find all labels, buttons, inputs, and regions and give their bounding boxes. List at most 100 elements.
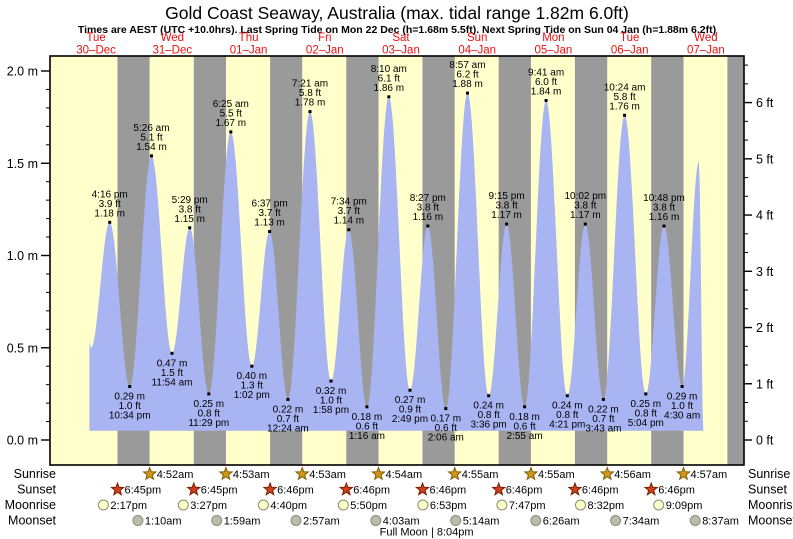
low-tide-label: 0.29 m (114, 392, 145, 403)
high-tide-label: 1.17 m (570, 210, 601, 221)
moonrise-time: 4:40pm (270, 500, 307, 512)
sunset-time: 6:46pm (353, 485, 390, 497)
tide-extreme-dot (188, 226, 192, 230)
moonrise-time: 3:27pm (190, 500, 227, 512)
moonset-circle-icon (610, 515, 622, 526)
moonrise-circle-icon (653, 499, 665, 511)
tide-extreme-dot (250, 364, 254, 368)
moonrise-circle-icon (257, 499, 269, 511)
low-tide-label: 0.40 m (237, 371, 268, 382)
right-axis-tick-label: 0 ft (756, 434, 774, 448)
low-tide-label: 0.27 m (395, 395, 426, 406)
low-tide-label: 1.0 ft (119, 401, 141, 412)
astro-row-label-left: Moonrise (5, 498, 56, 512)
low-tide-label: 0.6 ft (435, 423, 457, 434)
day-name: Sun (467, 32, 487, 44)
high-tide-label: 1.84 m (531, 87, 562, 98)
low-tide-label: 2:55 am (507, 431, 543, 442)
moonset-time: 7:34am (623, 516, 660, 528)
low-tide-label: 3:36 pm (471, 420, 507, 431)
tide-extreme-dot (544, 99, 548, 102)
tide-extreme-dot (444, 407, 448, 411)
low-tide-label: 1.0 ft (671, 401, 693, 412)
high-tide-label: 10:48 pm (643, 193, 685, 204)
high-tide-label: 5.8 ft (613, 92, 635, 103)
high-tide-label: 1.88 m (452, 79, 483, 90)
right-axis-tick-label: 6 ft (756, 96, 774, 110)
moonset-time: 4:03am (383, 516, 420, 528)
low-tide-label: 0.47 m (157, 358, 188, 369)
moonrise-circle-icon (417, 499, 429, 511)
high-tide-label: 3.7 ft (338, 206, 360, 217)
low-tide-label: 0.18 m (352, 412, 383, 423)
low-tide-label: 0.22 m (588, 404, 619, 415)
high-tide-label: 6.1 ft (378, 73, 400, 84)
day-date: 05–Jan (535, 45, 573, 57)
low-tide-label: 1.3 ft (241, 381, 263, 392)
sunset-star-icon (491, 481, 507, 496)
low-tide-label: 0.8 ft (635, 408, 657, 419)
moonset-time: 1:59am (224, 516, 261, 528)
astro-row-label-left: Sunset (17, 483, 56, 497)
low-tide-label: 3:43 am (585, 423, 621, 434)
moonset-circle-icon (450, 515, 462, 526)
high-tide-label: 1.14 m (334, 216, 365, 227)
sunrise-time: 4:53am (233, 469, 270, 481)
tide-extreme-dot (128, 385, 132, 388)
tide-extreme-dot (387, 95, 391, 99)
low-tide-label: 5:04 pm (628, 418, 664, 429)
moonset-circle-icon (689, 515, 701, 526)
high-tide-label: 6.2 ft (456, 70, 478, 81)
sunset-star-icon (110, 481, 125, 496)
low-tide-label: 0.8 ft (198, 408, 220, 419)
tide-extreme-dot (286, 397, 290, 401)
tide-extreme-dot (268, 230, 272, 233)
sunset-star-icon (262, 481, 278, 496)
moonrise-time: 5:50pm (350, 500, 387, 512)
sunrise-star-icon (218, 466, 234, 481)
sunset-time: 6:45pm (125, 485, 162, 497)
low-tide-label: 0.29 m (667, 392, 698, 403)
day-name: Mon (542, 32, 564, 44)
moonrise-time: 7:47pm (509, 500, 546, 512)
low-tide-label: 0.22 m (273, 404, 304, 415)
tide-extreme-dot (329, 379, 333, 383)
high-tide-label: 3.8 ft (417, 203, 439, 214)
plot-border (49, 55, 745, 466)
day-name: Tue (86, 32, 105, 44)
high-tide-label: 1.78 m (295, 98, 326, 109)
sunrise-star-icon (447, 466, 463, 481)
low-tide-label: 0.17 m (431, 414, 462, 425)
tide-extreme-dot (347, 228, 351, 232)
tide-extreme-dot (365, 405, 369, 409)
high-tide-label: 5.5 ft (220, 108, 242, 119)
right-axis-tick-label: 3 ft (756, 265, 774, 279)
moonrise-circle-icon (177, 499, 189, 511)
moonset-circle-icon (370, 515, 382, 526)
sunrise-time: 4:55am (462, 469, 499, 481)
moonrise-time: 8:32pm (588, 500, 625, 512)
moonrise-circle-icon (575, 499, 586, 511)
day-date: 30–Dec (76, 45, 116, 57)
sunrise-time: 4:57am (691, 469, 728, 481)
high-tide-label: 8:57 am (449, 60, 485, 71)
high-tide-label: 6.0 ft (535, 77, 557, 88)
sunset-time: 6:46pm (277, 485, 314, 497)
day-date: 31–Dec (152, 45, 192, 57)
tide-extreme-dot (662, 224, 666, 228)
high-tide-label: 5.1 ft (140, 132, 162, 143)
moonset-time: 5:14am (463, 516, 500, 528)
day-name: Sat (392, 32, 410, 44)
day-name: Thu (239, 32, 259, 44)
sunset-time: 6:45pm (201, 485, 238, 497)
sunset-time: 6:46pm (430, 485, 467, 497)
sunrise-star-icon (294, 466, 310, 481)
sunrise-star-icon (599, 466, 615, 481)
moonset-circle-icon (530, 515, 542, 526)
sunset-star-icon (567, 481, 583, 496)
night-band (727, 56, 744, 465)
left-axis-tick-label: 2.0 m (7, 65, 38, 79)
moonset-time: 8:37am (702, 516, 739, 528)
moonrise-time: 2:17pm (110, 500, 147, 512)
high-tide-label: 1.86 m (374, 83, 405, 94)
